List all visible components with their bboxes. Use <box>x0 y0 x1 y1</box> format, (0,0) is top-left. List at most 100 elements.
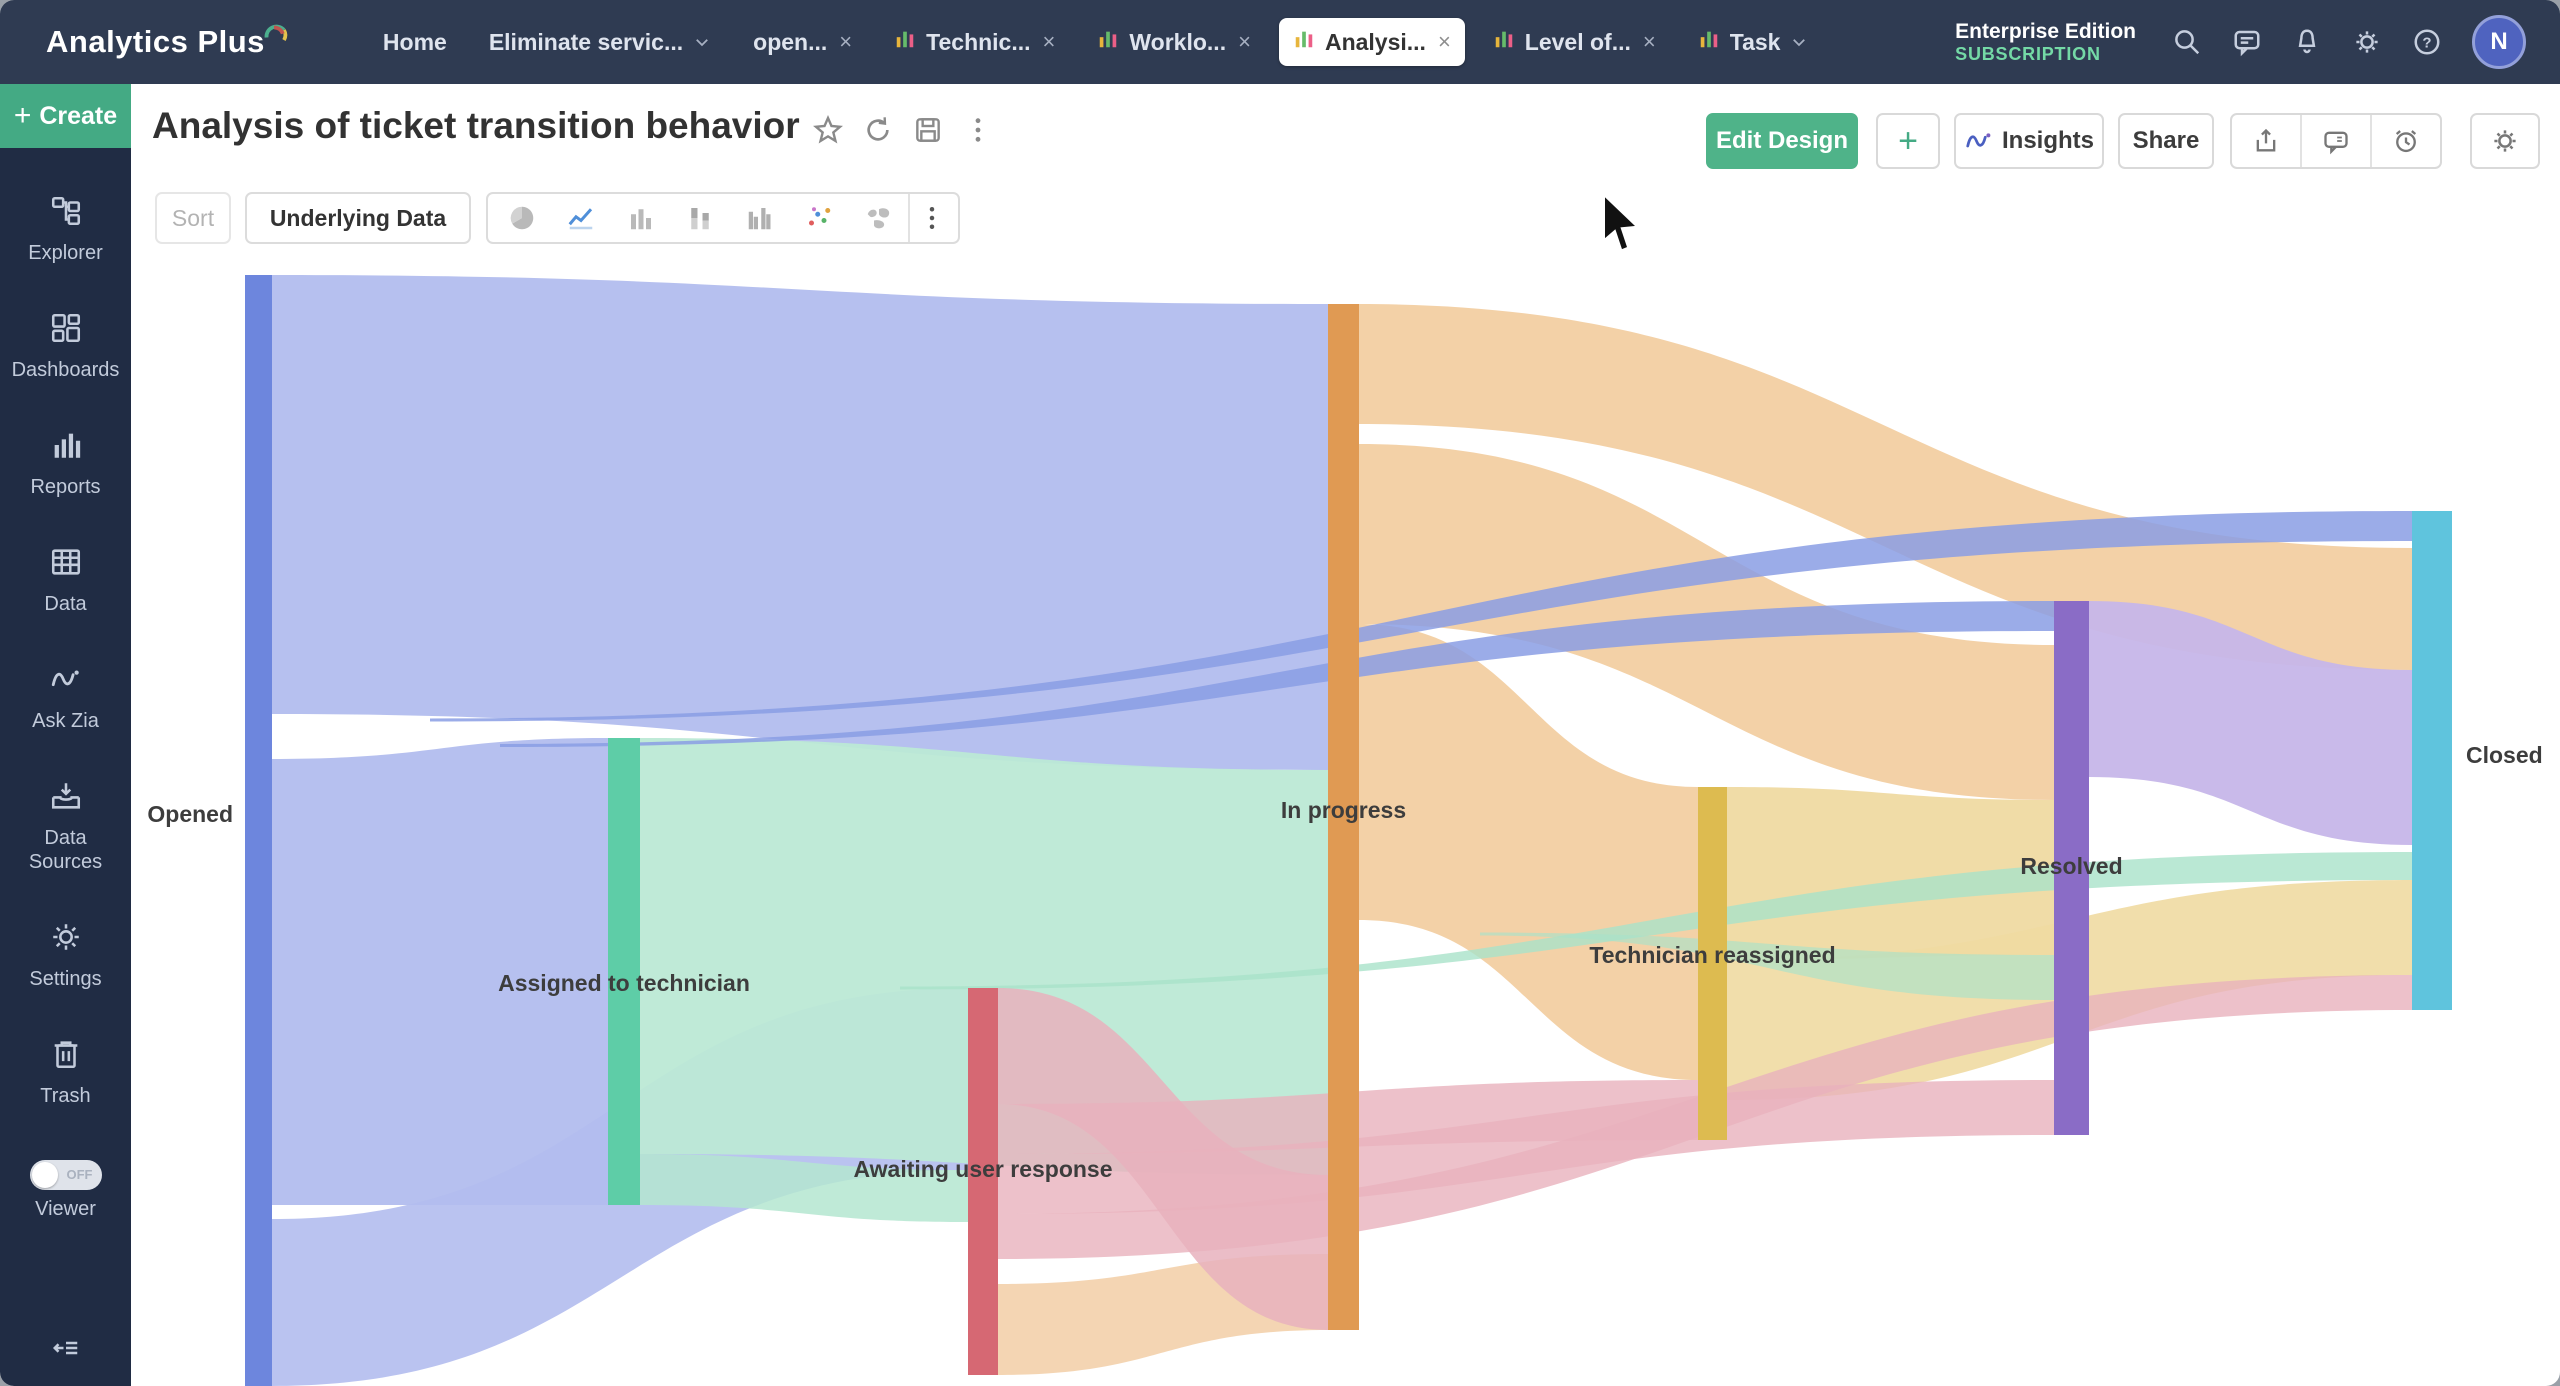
sankey-label-closed: Closed <box>2466 742 2543 768</box>
gear-icon[interactable] <box>2352 27 2382 57</box>
viewer-toggle[interactable]: OFF <box>29 1160 102 1190</box>
chart-type-scatter-icon[interactable] <box>789 194 848 242</box>
chevron-down-icon[interactable] <box>1790 33 1808 51</box>
kebab-icon[interactable] <box>962 114 994 151</box>
sidebar-item-ask-zia[interactable]: Ask Zia <box>0 662 131 733</box>
tab-worklo-[interactable]: Worklo... × <box>1083 18 1265 66</box>
underlying-data-button[interactable]: Underlying Data <box>245 192 471 244</box>
sankey-link-resolved-to-closed[interactable] <box>2089 601 2412 845</box>
chart-type-linechart-icon[interactable] <box>551 194 610 242</box>
help-icon[interactable]: ? <box>2412 27 2442 57</box>
chart-type-bar-icon[interactable] <box>611 194 670 242</box>
alarm-button[interactable] <box>2370 115 2440 167</box>
sidebar-item-label: Explorer <box>28 242 103 264</box>
share-button[interactable]: Share <box>2118 113 2214 169</box>
report-tab-icon <box>1293 28 1315 56</box>
sankey-link-opened-to-closed[interactable] <box>430 511 2412 722</box>
sankey-label-assigned: Assigned to technician <box>498 970 750 996</box>
sankey-link-inprogress-to-reassigned[interactable] <box>1359 624 1698 1080</box>
sidebar-item-data[interactable]: Data <box>0 545 131 616</box>
avatar[interactable]: N <box>2472 15 2526 69</box>
sankey-link-assigned-to-closed[interactable] <box>900 852 2412 990</box>
close-icon[interactable]: × <box>1642 29 1656 54</box>
sankey-label-resolved: Resolved <box>2020 853 2122 879</box>
tab-eliminate-servic-[interactable]: Eliminate servic... <box>475 19 725 66</box>
sankey-link-assigned-to-inprogress[interactable] <box>640 738 1328 1175</box>
sort-button[interactable]: Sort <box>155 192 231 244</box>
report-settings-button[interactable] <box>2470 113 2540 169</box>
bell-icon[interactable] <box>2292 27 2322 57</box>
sankey-link-awaiting-to-resolved[interactable] <box>998 1080 2054 1214</box>
viewer-toggle-state: OFF <box>66 1167 93 1182</box>
close-icon[interactable]: × <box>1437 29 1451 54</box>
sidebar-item-label: Reports <box>30 476 101 498</box>
sidebar-item-label: Dashboards <box>11 359 120 381</box>
dashboards-icon <box>49 311 83 350</box>
sankey-node-closed[interactable] <box>2412 511 2452 1010</box>
edition-name: Enterprise Edition <box>1955 19 2136 43</box>
sankey-link-opened-to-resolved[interactable] <box>500 601 2054 747</box>
sidebar-item-settings[interactable]: Settings <box>0 920 131 991</box>
tab-analysi-[interactable]: Analysi... × <box>1278 18 1465 66</box>
edit-design-button[interactable]: Edit Design <box>1706 113 1858 169</box>
datasources-icon <box>49 779 83 818</box>
sidebar-item-label: Settings <box>29 968 102 990</box>
chart-type-kebab-menu[interactable] <box>908 194 954 242</box>
tab-label: Analysi... <box>1324 28 1426 55</box>
search-icon[interactable] <box>2172 27 2202 57</box>
report-tab-icon <box>1493 28 1515 56</box>
sankey-node-assigned[interactable] <box>608 738 640 1205</box>
collapse-arrow-icon <box>52 1341 77 1355</box>
sankey-link-assigned-to-awaiting[interactable] <box>640 1154 968 1222</box>
tab-level-of-[interactable]: Level of... × <box>1479 18 1670 66</box>
chart-type-map-icon[interactable] <box>849 194 908 242</box>
tab-technic-[interactable]: Technic... × <box>880 18 1069 66</box>
close-icon[interactable]: × <box>1042 29 1056 54</box>
sidebar-item-label: Ask Zia <box>32 710 99 732</box>
sidebar-item-dashboards[interactable]: Dashboards <box>0 311 131 382</box>
tab-task[interactable]: Task <box>1684 18 1823 66</box>
create-button[interactable]: + Create <box>0 84 131 148</box>
tab-label: open... <box>753 28 828 55</box>
sankey-link-assigned-to-resolved[interactable] <box>1480 932 2054 1001</box>
sidebar-item-trash[interactable]: Trash <box>0 1037 131 1108</box>
chart-type-pie-icon[interactable] <box>492 194 551 242</box>
sankey-node-reassigned[interactable] <box>1698 787 1727 1140</box>
save-icon[interactable] <box>912 114 944 151</box>
sankey-node-awaiting[interactable] <box>968 988 998 1375</box>
close-icon[interactable]: × <box>839 29 853 54</box>
sankey-chart[interactable]: Opened Assigned to technician Awaiting use… <box>0 274 2560 1386</box>
sankey-node-inprogress[interactable] <box>1328 304 1359 1330</box>
sankey-link-reassigned-to-resolved[interactable] <box>1727 787 2054 960</box>
chart-type-stackedbar-icon[interactable] <box>670 194 729 242</box>
sankey-node-resolved[interactable] <box>2054 601 2089 1135</box>
export-button[interactable] <box>2232 115 2300 167</box>
report-title-icons <box>812 114 994 151</box>
comment-button[interactable] <box>2300 115 2370 167</box>
chart-type-groupedbar-icon[interactable] <box>730 194 789 242</box>
sidebar-collapse-button[interactable] <box>49 1333 83 1368</box>
sankey-link-inprogress-to-closed[interactable] <box>1359 304 2412 670</box>
comment-icon[interactable] <box>2232 27 2262 57</box>
report-tab-icon <box>1698 28 1720 56</box>
workspace-tab-bar: Home Eliminate servic... open... × Technic..… <box>369 0 1823 84</box>
sankey-link-opened-to-assigned[interactable] <box>272 738 608 1205</box>
create-button-label: Create <box>39 101 118 130</box>
sankey-link-opened-to-inprogress[interactable] <box>272 275 1328 770</box>
sidebar-item-explorer[interactable]: Explorer <box>0 194 131 265</box>
tab-open-[interactable]: open... × <box>739 19 866 66</box>
refresh-icon[interactable] <box>862 114 894 151</box>
zia-insights-button[interactable]: Insights <box>1954 113 2104 169</box>
trash-icon <box>49 1037 83 1076</box>
app-logo: Analytics Plus <box>46 24 289 60</box>
sidebar-item-data-sources[interactable]: Data Sources <box>0 779 131 874</box>
logo-swoosh-icon <box>264 24 288 41</box>
sidebar-item-reports[interactable]: Reports <box>0 428 131 499</box>
chevron-down-icon[interactable] <box>693 33 711 51</box>
sankey-node-opened[interactable] <box>245 275 272 1386</box>
star-icon[interactable] <box>812 114 844 151</box>
tab-home[interactable]: Home <box>369 19 461 66</box>
add-report-button[interactable]: + <box>1876 113 1940 169</box>
close-icon[interactable]: × <box>1238 29 1251 54</box>
